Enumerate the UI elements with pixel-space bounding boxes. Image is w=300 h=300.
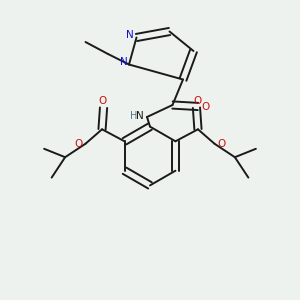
Text: O: O: [75, 139, 83, 149]
Text: O: O: [99, 96, 107, 106]
Text: H: H: [130, 111, 137, 121]
Text: O: O: [193, 96, 201, 106]
Text: O: O: [201, 101, 210, 112]
Text: N: N: [126, 29, 134, 40]
Text: O: O: [217, 139, 225, 149]
Text: N: N: [136, 111, 144, 121]
Text: N: N: [120, 57, 128, 67]
